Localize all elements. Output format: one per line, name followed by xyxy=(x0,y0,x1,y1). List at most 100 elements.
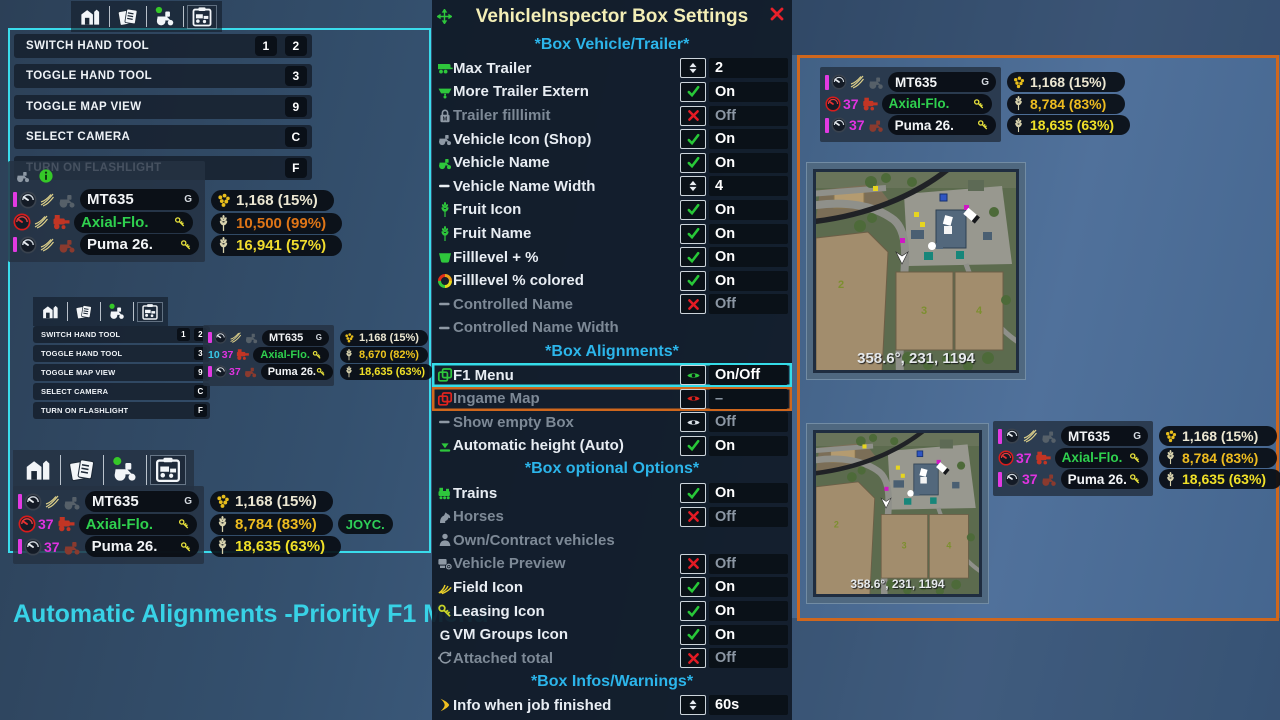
setting-row-horses[interactable]: Horses Off xyxy=(432,505,792,529)
tractor-shop-icon xyxy=(437,131,453,147)
checkbox-control[interactable] xyxy=(680,81,706,102)
setting-row-vehicle-name[interactable]: Vehicle Name On xyxy=(432,151,792,175)
setting-value[interactable]: Off xyxy=(709,412,788,433)
fill-level-value: 1,168 (15%) xyxy=(1030,74,1107,90)
gear-badge: G xyxy=(184,194,192,205)
setting-row-max-trailer[interactable]: Max Trailer 2 xyxy=(432,57,792,81)
checkbox-control[interactable] xyxy=(680,483,706,504)
setting-row-fruit-name[interactable]: Fruit Name On xyxy=(432,222,792,246)
setting-value[interactable]: 4 xyxy=(709,176,788,197)
speed-value: 37 xyxy=(221,348,234,361)
setting-value[interactable]: On xyxy=(709,601,788,622)
setting-value[interactable]: On xyxy=(709,577,788,598)
speed-gauge-icon xyxy=(24,538,42,556)
setting-value[interactable]: On xyxy=(709,624,788,645)
wheat-bundle-icon xyxy=(39,237,55,253)
checkbox-control[interactable] xyxy=(680,247,706,268)
wheat-bundle-icon xyxy=(44,494,60,510)
setting-row-attached-total[interactable]: Attached total Off xyxy=(432,646,792,670)
checkbox-control[interactable] xyxy=(680,199,706,220)
setting-row-controlled-name-width[interactable]: Controlled Name Width xyxy=(432,316,792,340)
visibility-toggle[interactable] xyxy=(680,388,706,409)
key-badge: 1 xyxy=(255,36,277,56)
setting-row-info-when-job-finished[interactable]: Info when job finished 60s xyxy=(432,694,792,718)
setting-value[interactable]: 2 xyxy=(709,58,788,79)
vehicle-name: Axial-Flo. xyxy=(85,515,154,533)
setting-row-trailer-filllimit[interactable]: M Trailer filllimit Off xyxy=(432,104,792,128)
checkbox-control[interactable] xyxy=(680,105,706,126)
setting-value[interactable]: On xyxy=(709,247,788,268)
setting-value[interactable]: Off xyxy=(709,294,788,315)
setting-row-vehicle-icon-shop[interactable]: Vehicle Icon (Shop) On xyxy=(432,127,792,151)
key-yellow-icon xyxy=(437,603,453,619)
setting-row-ingame-map[interactable]: Ingame Map – xyxy=(432,387,792,411)
setting-row-vehicle-preview[interactable]: Vehicle Preview Off xyxy=(432,552,792,576)
setting-value[interactable]: Off xyxy=(709,105,788,126)
setting-row-more-trailer-extern[interactable]: More Trailer Extern On xyxy=(432,80,792,104)
setting-value[interactable]: On xyxy=(709,270,788,291)
setting-row-filllevel[interactable]: Filllevel + % On xyxy=(432,245,792,269)
visibility-toggle[interactable] xyxy=(680,412,706,433)
speed-gauge-icon xyxy=(13,213,31,231)
checkbox-control[interactable] xyxy=(680,553,706,574)
checkbox-control[interactable] xyxy=(680,270,706,291)
checkbox-control[interactable] xyxy=(680,601,706,622)
close-icon[interactable] xyxy=(769,6,785,28)
setting-value[interactable]: On xyxy=(709,81,788,102)
engine-state-bar xyxy=(18,494,22,509)
setting-row-own-contract-vehicles[interactable]: Own/Contract vehicles xyxy=(432,528,792,552)
setting-value[interactable]: Off xyxy=(709,506,788,527)
ingame-minimap-bottom: 2 3 4 358.6°, 231, 1194 xyxy=(806,423,989,604)
checkbox-control[interactable] xyxy=(680,577,706,598)
setting-row-trains[interactable]: Trains On xyxy=(432,481,792,505)
setting-value[interactable]: – xyxy=(709,388,788,409)
vehicle-name: Puma 26. xyxy=(267,365,316,378)
setting-value[interactable]: On xyxy=(709,152,788,173)
setting-row-field-icon[interactable]: Field Icon On xyxy=(432,576,792,600)
setting-value[interactable]: On xyxy=(709,199,788,220)
setting-value[interactable]: On xyxy=(709,223,788,244)
setting-value[interactable]: Off xyxy=(709,553,788,574)
checkbox-control[interactable] xyxy=(680,294,706,315)
wheat-icon xyxy=(1011,96,1026,111)
setting-value[interactable]: On xyxy=(709,129,788,150)
checkbox-control[interactable] xyxy=(680,506,706,527)
checkbox-control[interactable] xyxy=(680,624,706,645)
fill-level-pill: 8,784 (83%) xyxy=(210,513,333,535)
setting-value[interactable]: Off xyxy=(709,648,788,669)
setting-value[interactable]: On xyxy=(709,483,788,504)
setting-value[interactable]: On/Off xyxy=(709,365,788,386)
leased-key-icon xyxy=(316,367,326,377)
checkbox-control[interactable] xyxy=(680,152,706,173)
wheat-icon xyxy=(214,538,231,555)
vehicle-box-panel: MT635 G 10 37 Axial-Flo. 37 Puma 26. xyxy=(203,325,334,387)
setting-row-controlled-name[interactable]: Controlled Name Off xyxy=(432,293,792,317)
stepper-control[interactable] xyxy=(680,176,706,197)
setting-value[interactable]: On xyxy=(709,435,788,456)
vehicle-row: 37 Puma 26. xyxy=(208,364,333,380)
documents-icon xyxy=(72,303,96,321)
setting-value[interactable]: 60s xyxy=(709,695,788,716)
move-handle-icon[interactable] xyxy=(436,8,453,30)
setting-row-automatic-height-auto[interactable]: Automatic height (Auto) On xyxy=(432,434,792,458)
wheat-icon xyxy=(343,365,355,378)
setting-row-vm-groups-icon[interactable]: G VM Groups Icon On xyxy=(432,623,792,647)
checkbox-control[interactable] xyxy=(680,435,706,456)
stepper-control[interactable] xyxy=(680,58,706,79)
setting-row-fruit-icon[interactable]: Fruit Icon On xyxy=(432,198,792,222)
tractor-dark-icon xyxy=(1040,427,1058,445)
setting-row-leasing-icon[interactable]: Leasing Icon On xyxy=(432,599,792,623)
visibility-toggle[interactable] xyxy=(680,365,706,386)
checkbox-control[interactable] xyxy=(680,648,706,669)
canola-icon xyxy=(1163,429,1178,444)
stepper-control[interactable] xyxy=(680,695,706,716)
setting-row-f1-menu[interactable]: F1 Menu On/Off xyxy=(432,363,792,387)
fill-level-value: 1,168 (15%) xyxy=(359,331,419,344)
fill-level-value: 1,168 (15%) xyxy=(236,192,318,209)
leased-key-icon xyxy=(180,541,192,553)
setting-row-vehicle-name-width[interactable]: Vehicle Name Width 4 xyxy=(432,175,792,199)
setting-row-filllevel-colored[interactable]: Filllevel % colored On xyxy=(432,269,792,293)
checkbox-control[interactable] xyxy=(680,129,706,150)
checkbox-control[interactable] xyxy=(680,223,706,244)
setting-row-show-empty-box[interactable]: Show empty Box Off xyxy=(432,411,792,435)
